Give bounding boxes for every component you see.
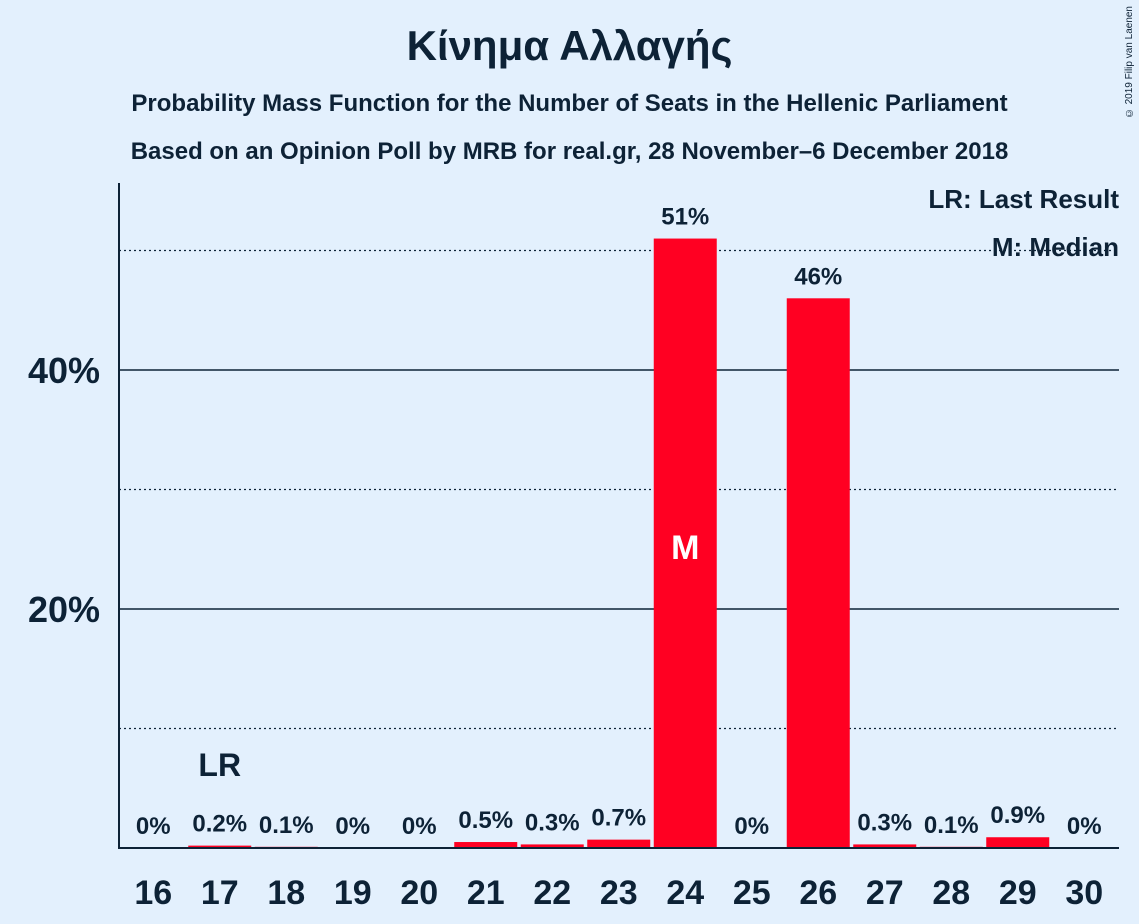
legend-last-result: LR: Last Result	[928, 184, 1119, 214]
value-label-28: 0.1%	[924, 812, 979, 839]
x-tick-label-30: 30	[1065, 874, 1103, 912]
bar-26	[786, 298, 850, 848]
value-label-17: 0.2%	[192, 811, 247, 838]
value-label-19: 0%	[335, 813, 370, 840]
median-marker: M	[671, 529, 699, 567]
x-tick-label-27: 27	[866, 874, 904, 912]
y-tick-label-40: 40%	[28, 350, 100, 391]
value-label-29: 0.9%	[990, 802, 1045, 829]
last-result-marker: LR	[198, 747, 241, 783]
value-label-25: 0%	[734, 813, 769, 840]
x-tick-label-29: 29	[999, 874, 1037, 912]
bar-22	[520, 844, 584, 848]
gridlines	[119, 249, 1119, 730]
bar-23	[587, 839, 651, 848]
value-label-23: 0.7%	[591, 805, 646, 832]
x-tick-label-28: 28	[932, 874, 970, 912]
x-tick-label-17: 17	[201, 874, 239, 912]
value-label-20: 0%	[402, 813, 437, 840]
value-label-22: 0.3%	[525, 809, 580, 836]
x-tick-label-20: 20	[400, 874, 438, 912]
bar-21	[454, 842, 518, 848]
value-label-26: 46%	[794, 263, 842, 290]
axes	[118, 183, 1119, 849]
x-tick-label-16: 16	[134, 874, 172, 912]
x-tick-label-25: 25	[733, 874, 771, 912]
x-tick-label-26: 26	[799, 874, 837, 912]
value-label-27: 0.3%	[857, 809, 912, 836]
legend-median: M: Median	[991, 232, 1119, 262]
value-label-16: 0%	[136, 813, 171, 840]
bar-29	[986, 837, 1050, 848]
x-tick-label-21: 21	[467, 874, 505, 912]
chart-subtitle-2: Based on an Opinion Poll by MRB for real…	[130, 138, 1009, 165]
value-label-18: 0.1%	[259, 812, 314, 839]
bar-24	[653, 238, 717, 849]
y-tick-label-20: 20%	[28, 589, 100, 630]
chart-subtitle-1: Probability Mass Function for the Number…	[131, 90, 1008, 117]
value-label-24: 51%	[661, 204, 709, 231]
value-label-21: 0.5%	[458, 807, 513, 834]
x-tick-label-18: 18	[267, 874, 305, 912]
bar-17	[188, 845, 252, 848]
labels: 20% 40% 16 17 18 19 20 21 22 23 24 25 26 27 28 29 30 0% 0.…	[28, 204, 1103, 912]
x-tick-label-22: 22	[533, 874, 571, 912]
chart-title: Κίνημα Αλλαγής	[406, 22, 733, 69]
x-tick-label-24: 24	[666, 874, 704, 912]
x-tick-label-23: 23	[600, 874, 638, 912]
bar-27	[853, 844, 917, 848]
value-label-30: 0%	[1067, 813, 1102, 840]
bars	[188, 238, 1050, 849]
x-tick-label-19: 19	[334, 874, 372, 912]
